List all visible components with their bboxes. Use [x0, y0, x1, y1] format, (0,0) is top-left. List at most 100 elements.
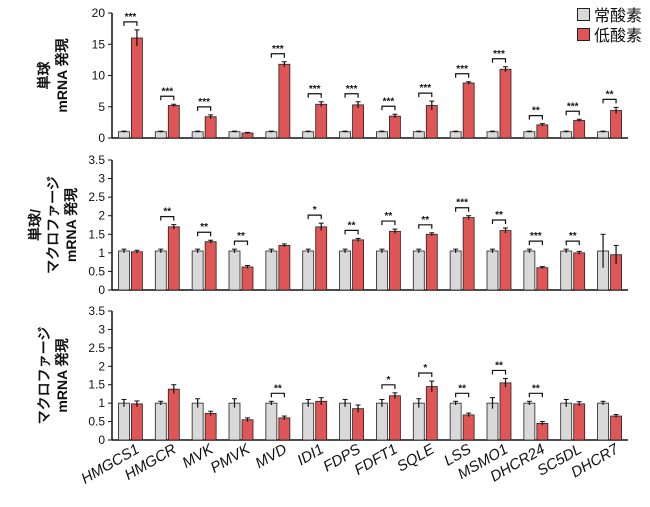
y-axis-label-line: mRNA 発現	[54, 338, 70, 412]
y-tick-label: 1	[98, 396, 105, 410]
bar-hypoxia	[315, 103, 328, 139]
legend-item-normoxia: 常酸素	[576, 4, 642, 25]
bar-hypoxia	[536, 423, 549, 441]
bar-hypoxia	[573, 120, 586, 139]
y-tick-label: 2.5	[88, 341, 105, 355]
bar-normoxia	[523, 402, 536, 441]
significance-label: ***	[530, 231, 542, 242]
significance-label: **	[532, 106, 540, 117]
significance-label: ***	[419, 83, 431, 94]
bar-normoxia	[118, 131, 130, 139]
y-tick-label: 15	[92, 37, 106, 51]
significance-label: ***	[567, 101, 579, 112]
y-tick-label: 0.5	[88, 264, 105, 278]
y-tick-label: 3.5	[88, 153, 105, 167]
significance-label: *	[313, 205, 317, 216]
y-axis-label-line: マクロファージ	[45, 176, 61, 274]
significance-bracket	[381, 220, 396, 226]
significance-label: **	[421, 215, 429, 226]
bar-normoxia	[412, 131, 425, 139]
significance-label: ***	[456, 64, 468, 75]
significance-bracket	[233, 240, 249, 246]
bar-hypoxia	[610, 110, 622, 139]
y-tick-label: 2	[98, 359, 105, 373]
x-tick-label: MVD	[252, 441, 290, 472]
significance-bracket	[123, 21, 138, 26]
significance-label: **	[163, 207, 171, 218]
y-tick-label: 2	[98, 209, 105, 223]
bar-hypoxia	[536, 124, 549, 139]
significance-bracket	[418, 372, 433, 378]
bar-normoxia	[154, 131, 167, 139]
significance-label: ***	[161, 86, 173, 97]
bar-hypoxia	[389, 230, 401, 291]
y-tick-label: 2.5	[88, 190, 105, 204]
bar-hypoxia	[499, 382, 512, 441]
y-tick-label: 1	[98, 246, 105, 260]
significance-label: ***	[125, 12, 137, 23]
significance-bracket	[418, 224, 433, 229]
bar-normoxia	[265, 131, 278, 139]
bar-normoxia	[486, 131, 499, 139]
legend-label-hypoxia: 低酸素	[593, 28, 642, 45]
bar-normoxia	[597, 402, 609, 441]
significance-bracket	[270, 53, 285, 58]
legend-item-hypoxia: 低酸素	[576, 24, 642, 45]
significance-label: ***	[456, 198, 468, 209]
bar-normoxia	[339, 131, 351, 139]
y-tick-label: 0	[98, 283, 105, 297]
bar-normoxia	[154, 250, 167, 291]
bar-hypoxia	[462, 414, 475, 441]
significance-bracket	[528, 392, 543, 398]
bar-hypoxia	[352, 239, 364, 291]
bar-normoxia	[560, 250, 573, 291]
significance-label: *	[386, 375, 390, 386]
bar-normoxia	[118, 250, 130, 291]
bar-hypoxia	[499, 68, 512, 139]
significance-bracket	[197, 231, 212, 237]
significance-bracket	[602, 98, 617, 104]
significance-label: ***	[346, 84, 358, 95]
bar-hypoxia	[278, 63, 291, 139]
y-axis-label-line: マクロファージ	[36, 327, 52, 425]
y-tick-label: 1.5	[88, 227, 105, 241]
bar-normoxia	[265, 250, 278, 291]
significance-bracket	[565, 110, 580, 116]
bar-normoxia	[560, 131, 573, 139]
significance-bracket	[381, 105, 396, 111]
significance-bracket	[491, 58, 507, 63]
bar-hypoxia	[131, 403, 143, 441]
significance-label: **	[200, 222, 208, 233]
significance-label: **	[458, 383, 466, 394]
bar-hypoxia	[389, 115, 401, 139]
bar-normoxia	[339, 250, 351, 291]
legend-label-normoxia: 常酸素	[593, 8, 642, 25]
significance-label: **	[569, 231, 577, 242]
bar-hypoxia	[462, 82, 475, 139]
bar-normoxia	[265, 402, 278, 441]
bar-normoxia	[376, 131, 388, 139]
bar-hypoxia	[536, 267, 549, 291]
bar-normoxia	[412, 402, 425, 441]
bar-normoxia	[154, 402, 167, 441]
y-tick-label: 0	[98, 433, 105, 447]
bar-hypoxia	[167, 388, 180, 441]
bar-hypoxia	[131, 251, 143, 291]
significance-bracket	[491, 369, 507, 375]
bar-hypoxia	[499, 230, 512, 291]
bar-normoxia	[191, 131, 204, 139]
significance-bracket	[491, 219, 507, 224]
y-tick-label: 3.5	[88, 304, 105, 318]
significance-label: **	[237, 231, 245, 242]
bar-normoxia	[228, 250, 241, 291]
legend-swatch-hypoxia	[576, 27, 590, 41]
legend: 常酸素 低酸素	[576, 4, 642, 45]
bar-hypoxia	[241, 266, 254, 291]
y-tick-label: 3	[98, 322, 105, 336]
bar-normoxia	[597, 131, 609, 139]
bar-hypoxia	[425, 386, 438, 441]
bar-normoxia	[191, 402, 204, 441]
